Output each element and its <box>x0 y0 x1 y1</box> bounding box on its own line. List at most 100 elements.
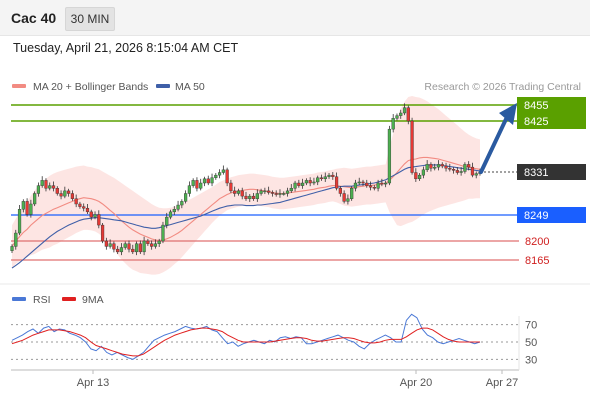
candle-body <box>297 182 301 186</box>
legend-rsi-swatch <box>12 297 26 301</box>
candle <box>289 184 293 193</box>
candle-body <box>150 243 154 247</box>
level-label-8455: 8455 <box>524 100 548 112</box>
candle-body <box>236 190 241 194</box>
candle-body <box>199 182 203 189</box>
candle-body <box>440 164 444 167</box>
candle-body <box>119 247 124 253</box>
candle-body <box>395 115 399 119</box>
candle-body <box>225 169 229 184</box>
candle-body <box>436 164 441 168</box>
candle <box>274 190 278 197</box>
candle-body <box>274 193 278 195</box>
candle-body <box>210 177 214 184</box>
candle <box>70 190 74 201</box>
candle <box>134 241 139 256</box>
candle-body <box>112 243 116 250</box>
candle-body <box>134 243 139 253</box>
candle <box>301 178 305 189</box>
candle <box>459 167 463 176</box>
candle-body <box>467 164 471 168</box>
candle <box>346 194 350 205</box>
candle <box>240 187 244 200</box>
candle <box>429 162 433 172</box>
candle-body <box>263 190 267 193</box>
candle-body <box>391 118 395 130</box>
candle <box>285 187 290 197</box>
legend-ma9-swatch <box>62 297 76 301</box>
candle <box>278 189 282 198</box>
candle-body <box>14 232 18 247</box>
candle <box>21 199 25 213</box>
candle <box>104 237 108 250</box>
bollinger-band <box>12 96 480 275</box>
candle-body <box>357 181 361 184</box>
candle <box>142 236 146 256</box>
candle-body <box>214 174 218 178</box>
candle <box>418 173 422 181</box>
candle-body <box>429 164 433 169</box>
candle <box>195 177 199 192</box>
candle-body <box>459 171 463 173</box>
candle <box>425 160 429 172</box>
level-label-8249: 8249 <box>524 210 548 222</box>
candle-body <box>474 173 478 176</box>
candle-body <box>244 195 248 199</box>
candle-body <box>191 180 195 186</box>
candle-body <box>334 176 339 189</box>
candle <box>244 191 248 201</box>
timeframe-button[interactable]: 30 MIN <box>65 7 115 31</box>
x-tick-label: Apr 13 <box>77 377 109 389</box>
candle <box>357 177 361 186</box>
candle <box>127 240 131 253</box>
candle-body <box>161 224 165 242</box>
candle-body <box>233 190 237 194</box>
candle <box>138 240 142 255</box>
level-label-8425: 8425 <box>524 116 548 128</box>
candle-body <box>55 188 59 194</box>
candle-body <box>146 240 150 244</box>
candle <box>55 186 59 196</box>
legend-rsi-label: RSI <box>33 294 51 306</box>
candle <box>293 180 297 192</box>
rsi-tick-70: 70 <box>525 320 537 332</box>
candle-body <box>89 211 93 218</box>
level-label-8200: 8200 <box>525 236 549 248</box>
candle-body <box>342 193 346 202</box>
legend-ma50-swatch <box>156 84 170 88</box>
candle <box>229 179 233 193</box>
candle-body <box>372 187 376 189</box>
candle <box>406 105 410 125</box>
level-box-8249 <box>517 207 586 223</box>
candle-body <box>282 193 286 195</box>
candle <box>361 179 365 187</box>
candle-body <box>455 170 459 173</box>
candle-body <box>402 107 407 114</box>
candle-body <box>433 166 437 169</box>
candle-body <box>380 182 384 185</box>
candle-body <box>142 240 146 253</box>
candle <box>448 163 452 172</box>
candle-body <box>100 224 105 242</box>
candle-body <box>78 203 82 207</box>
candle-body <box>270 192 275 194</box>
level-label-8165: 8165 <box>525 255 549 267</box>
candle-body <box>421 169 425 176</box>
candle <box>259 188 263 196</box>
candle <box>221 165 225 175</box>
candle <box>10 244 14 253</box>
moving-averages <box>11 156 481 269</box>
candle <box>399 109 403 119</box>
candle-body <box>350 188 354 199</box>
candle <box>82 203 86 212</box>
candle <box>48 182 52 191</box>
candle <box>323 172 327 182</box>
candle-body <box>410 120 414 173</box>
candle <box>184 190 188 204</box>
candle-body <box>384 182 388 185</box>
candle-body <box>338 188 342 194</box>
level-box-8331 <box>517 164 586 180</box>
candle-body <box>451 169 456 171</box>
candle-body <box>157 240 161 244</box>
candle-body <box>17 209 22 234</box>
